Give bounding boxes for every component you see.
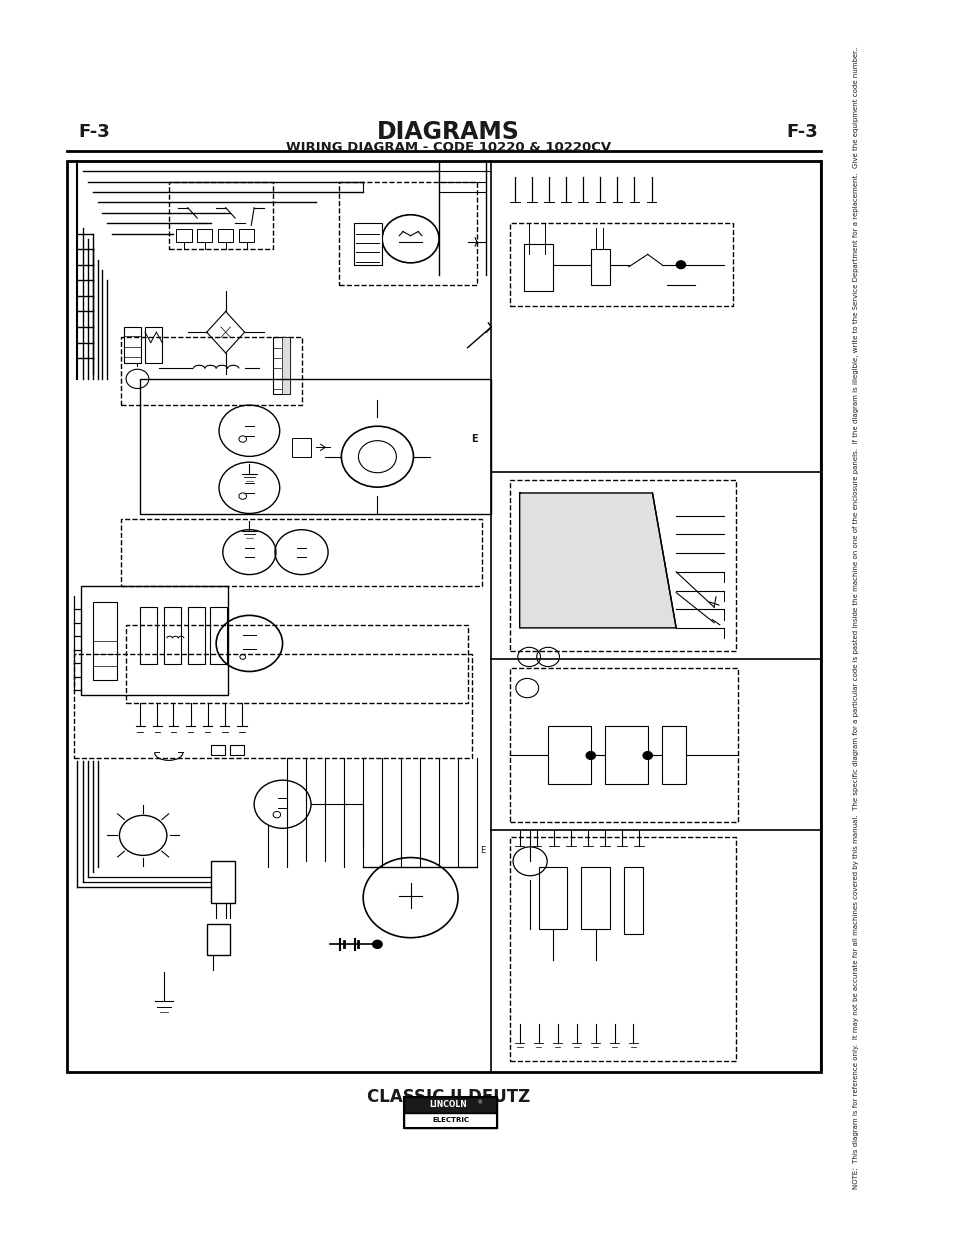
Ellipse shape [585,751,595,760]
Text: F-3: F-3 [786,124,818,141]
FancyBboxPatch shape [354,224,382,264]
Text: WIRING DIAGRAM - CODE 10220 & 10220CV: WIRING DIAGRAM - CODE 10220 & 10220CV [286,141,611,154]
Ellipse shape [642,751,652,760]
FancyBboxPatch shape [403,1097,497,1113]
Text: DIAGRAMS: DIAGRAMS [376,120,519,144]
Ellipse shape [676,261,685,269]
FancyBboxPatch shape [68,161,821,1072]
Text: E: E [479,846,485,856]
FancyBboxPatch shape [403,1113,497,1128]
Text: ELECTRIC: ELECTRIC [432,1118,469,1124]
Text: ®: ® [477,1100,482,1105]
FancyBboxPatch shape [281,337,290,394]
Text: CLASSIC II DEUTZ: CLASSIC II DEUTZ [367,1088,530,1105]
Text: LINCOLN: LINCOLN [429,1100,467,1109]
Ellipse shape [373,940,382,948]
Text: NOTE:  This diagram is for reference only.  It may not be accurate for all machi: NOTE: This diagram is for reference only… [853,46,859,1189]
FancyBboxPatch shape [92,601,116,679]
Text: F-3: F-3 [78,124,111,141]
Polygon shape [519,493,676,627]
Text: E: E [471,433,476,445]
